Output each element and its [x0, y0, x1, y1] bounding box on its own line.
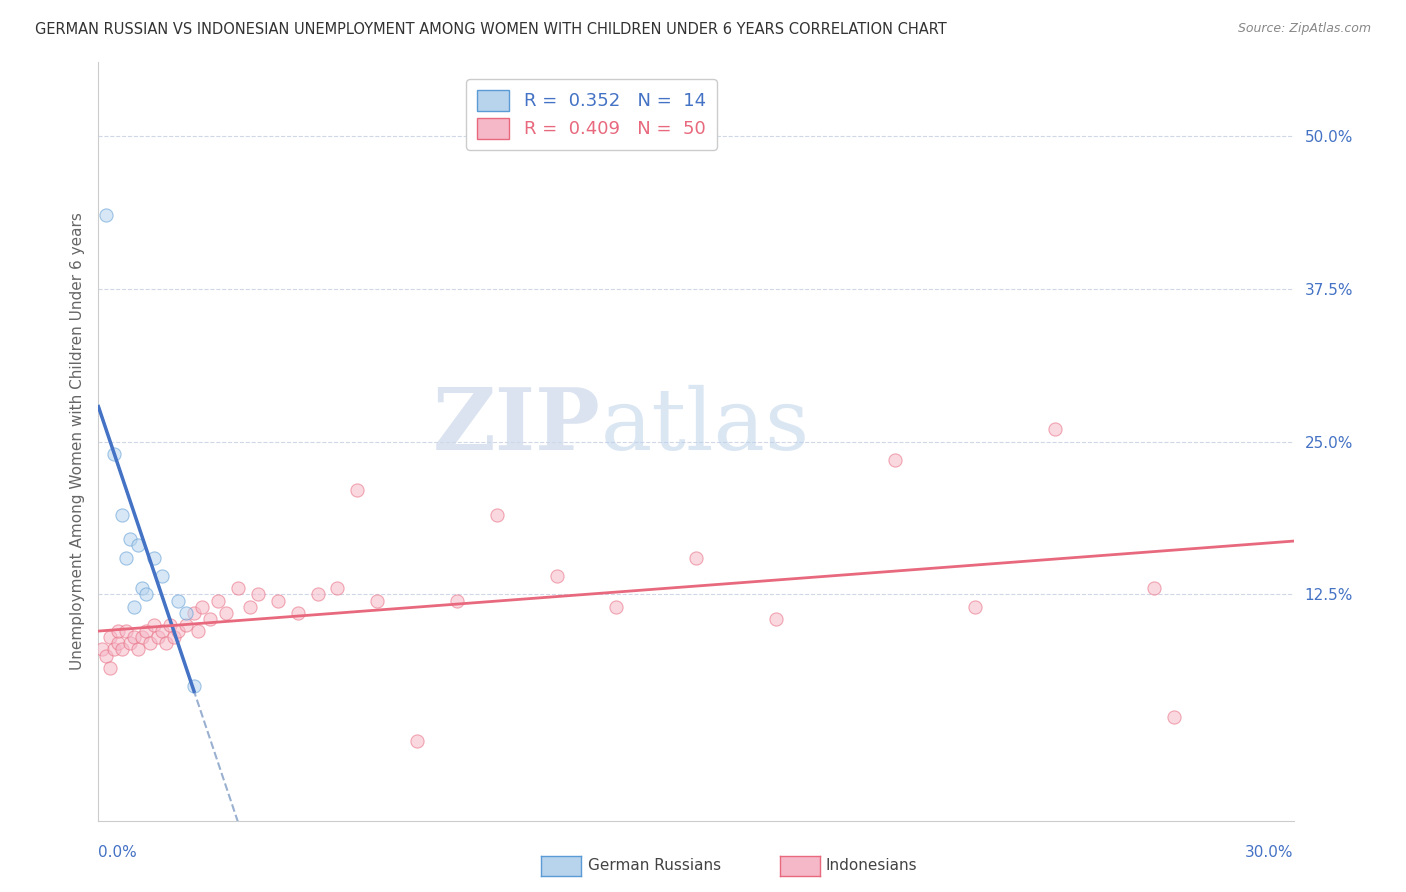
Point: [765, 612, 787, 626]
Point: [103, 642, 125, 657]
Point: [326, 582, 349, 596]
Point: [167, 624, 190, 639]
Point: [124, 630, 146, 644]
Point: [1143, 582, 1166, 596]
Point: [96, 648, 118, 663]
Point: [207, 593, 229, 607]
Point: [143, 550, 166, 565]
Point: [148, 630, 170, 644]
Point: [685, 550, 707, 565]
Point: [107, 636, 129, 650]
Text: GERMAN RUSSIAN VS INDONESIAN UNEMPLOYMENT AMONG WOMEN WITH CHILDREN UNDER 6 YEAR: GERMAN RUSSIAN VS INDONESIAN UNEMPLOYMEN…: [35, 22, 946, 37]
Y-axis label: Unemployment Among Women with Children Under 6 years: Unemployment Among Women with Children U…: [69, 212, 84, 671]
Point: [246, 587, 269, 601]
Point: [1043, 422, 1066, 436]
Point: [155, 636, 177, 650]
Text: atlas: atlas: [600, 384, 810, 468]
Text: Indonesians: Indonesians: [825, 858, 917, 872]
Point: [127, 539, 149, 553]
Point: [111, 508, 134, 522]
Point: [963, 599, 986, 614]
Point: [98, 661, 122, 675]
Point: [96, 208, 118, 222]
Point: [174, 618, 197, 632]
Point: [884, 453, 907, 467]
Text: 0.0%: 0.0%: [98, 845, 138, 860]
Point: [127, 642, 149, 657]
Point: [183, 606, 205, 620]
Point: [135, 624, 157, 639]
Point: [120, 533, 142, 547]
Point: [150, 569, 173, 583]
Point: [107, 624, 129, 639]
Point: [174, 606, 197, 620]
Point: [187, 624, 209, 639]
Point: [167, 593, 190, 607]
Point: [183, 679, 205, 693]
Point: [346, 483, 368, 498]
Point: [135, 587, 157, 601]
Point: [103, 447, 125, 461]
Point: [131, 630, 153, 644]
Text: German Russians: German Russians: [588, 858, 721, 872]
Point: [485, 508, 508, 522]
Point: [191, 599, 214, 614]
Point: [605, 599, 627, 614]
Point: [115, 550, 138, 565]
Text: 30.0%: 30.0%: [1246, 845, 1294, 860]
Point: [139, 636, 162, 650]
Point: [111, 642, 134, 657]
Point: [198, 612, 221, 626]
Point: [226, 582, 249, 596]
Point: [1163, 709, 1185, 723]
Point: [215, 606, 238, 620]
Point: [406, 734, 429, 748]
Point: [163, 630, 186, 644]
Point: [307, 587, 329, 601]
Point: [159, 618, 181, 632]
Point: [446, 593, 468, 607]
Text: ZIP: ZIP: [433, 384, 600, 468]
Point: [115, 624, 138, 639]
Point: [366, 593, 388, 607]
Point: [131, 582, 153, 596]
Point: [120, 636, 142, 650]
Point: [150, 624, 173, 639]
Legend: R =  0.352   N =  14, R =  0.409   N =  50: R = 0.352 N = 14, R = 0.409 N = 50: [465, 79, 717, 150]
Point: [239, 599, 262, 614]
Point: [124, 599, 146, 614]
Point: [91, 642, 114, 657]
Point: [143, 618, 166, 632]
Point: [267, 593, 290, 607]
Point: [98, 630, 122, 644]
Point: [287, 606, 309, 620]
Text: Source: ZipAtlas.com: Source: ZipAtlas.com: [1237, 22, 1371, 36]
Point: [546, 569, 568, 583]
